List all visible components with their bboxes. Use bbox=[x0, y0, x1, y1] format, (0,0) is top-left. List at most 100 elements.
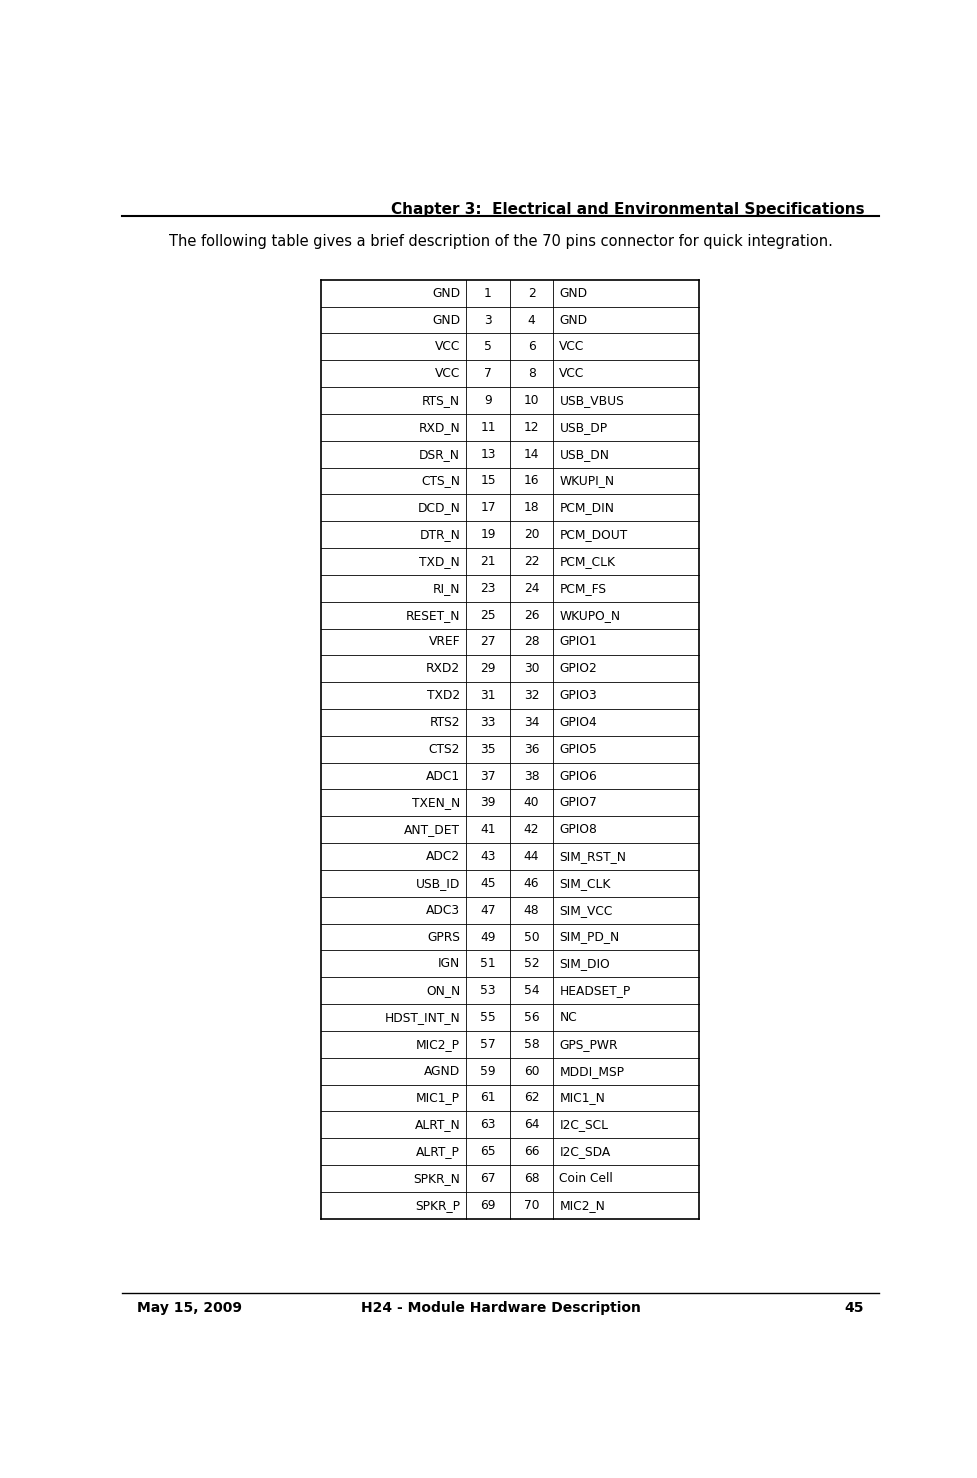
Text: RTS_N: RTS_N bbox=[422, 395, 460, 406]
Text: 56: 56 bbox=[524, 1011, 539, 1024]
Text: GPIO7: GPIO7 bbox=[560, 797, 597, 810]
Text: 38: 38 bbox=[524, 770, 539, 782]
Text: Coin Cell: Coin Cell bbox=[560, 1172, 614, 1185]
Text: I2C_SDA: I2C_SDA bbox=[560, 1145, 611, 1159]
Text: 4: 4 bbox=[528, 313, 535, 327]
Text: HDST_INT_N: HDST_INT_N bbox=[385, 1011, 460, 1024]
Text: SIM_RST_N: SIM_RST_N bbox=[560, 850, 626, 863]
Text: 19: 19 bbox=[481, 528, 495, 541]
Text: GND: GND bbox=[560, 287, 587, 300]
Text: GND: GND bbox=[432, 287, 460, 300]
Text: AGND: AGND bbox=[424, 1064, 460, 1077]
Text: GPIO8: GPIO8 bbox=[560, 823, 597, 837]
Text: RTS2: RTS2 bbox=[430, 715, 460, 729]
Text: 37: 37 bbox=[481, 770, 495, 782]
Text: PCM_DOUT: PCM_DOUT bbox=[560, 528, 627, 541]
Text: 44: 44 bbox=[524, 850, 539, 863]
Text: GPIO1: GPIO1 bbox=[560, 636, 597, 649]
Text: 3: 3 bbox=[485, 313, 491, 327]
Text: 11: 11 bbox=[481, 421, 495, 435]
Text: 52: 52 bbox=[524, 958, 539, 971]
Text: RXD2: RXD2 bbox=[426, 662, 460, 675]
Text: 32: 32 bbox=[524, 689, 539, 702]
Text: 25: 25 bbox=[481, 609, 496, 622]
Text: ANT_DET: ANT_DET bbox=[404, 823, 460, 837]
Text: 48: 48 bbox=[524, 903, 539, 916]
Text: 41: 41 bbox=[481, 823, 495, 837]
Text: 63: 63 bbox=[481, 1119, 495, 1131]
Text: 1: 1 bbox=[485, 287, 491, 300]
Text: 69: 69 bbox=[481, 1199, 495, 1212]
Text: IGN: IGN bbox=[438, 958, 460, 971]
Text: 35: 35 bbox=[481, 743, 496, 755]
Text: USB_DP: USB_DP bbox=[560, 421, 608, 435]
Text: GPRS: GPRS bbox=[427, 931, 460, 943]
Text: VCC: VCC bbox=[435, 367, 460, 380]
Text: USB_ID: USB_ID bbox=[416, 876, 460, 890]
Text: 64: 64 bbox=[524, 1119, 539, 1131]
Text: 34: 34 bbox=[524, 715, 539, 729]
Text: 5: 5 bbox=[484, 340, 492, 353]
Text: ADC3: ADC3 bbox=[426, 903, 460, 916]
Text: TXEN_N: TXEN_N bbox=[412, 797, 460, 810]
Text: 42: 42 bbox=[524, 823, 539, 837]
Text: GND: GND bbox=[560, 313, 587, 327]
Text: GPIO3: GPIO3 bbox=[560, 689, 597, 702]
Text: DSR_N: DSR_N bbox=[419, 448, 460, 461]
Text: 31: 31 bbox=[481, 689, 495, 702]
Text: RI_N: RI_N bbox=[433, 582, 460, 594]
Text: NC: NC bbox=[560, 1011, 577, 1024]
Text: MIC1_P: MIC1_P bbox=[416, 1091, 460, 1104]
Text: ALRT_N: ALRT_N bbox=[414, 1119, 460, 1131]
Text: GPIO2: GPIO2 bbox=[560, 662, 597, 675]
Text: PCM_DIN: PCM_DIN bbox=[560, 501, 615, 514]
Text: 15: 15 bbox=[481, 474, 496, 488]
Text: GPIO5: GPIO5 bbox=[560, 743, 597, 755]
Text: 36: 36 bbox=[524, 743, 539, 755]
Text: GPIO6: GPIO6 bbox=[560, 770, 597, 782]
Text: 50: 50 bbox=[524, 931, 539, 943]
Text: RXD_N: RXD_N bbox=[418, 421, 460, 435]
Text: SIM_VCC: SIM_VCC bbox=[560, 903, 613, 916]
Text: May 15, 2009: May 15, 2009 bbox=[137, 1301, 242, 1314]
Text: 60: 60 bbox=[524, 1064, 539, 1077]
Text: ADC2: ADC2 bbox=[426, 850, 460, 863]
Text: GND: GND bbox=[432, 313, 460, 327]
Text: 55: 55 bbox=[480, 1011, 496, 1024]
Text: 6: 6 bbox=[528, 340, 535, 353]
Text: MIC2_N: MIC2_N bbox=[560, 1199, 606, 1212]
Text: 29: 29 bbox=[481, 662, 495, 675]
Text: H24 - Module Hardware Description: H24 - Module Hardware Description bbox=[361, 1301, 641, 1314]
Text: ADC1: ADC1 bbox=[426, 770, 460, 782]
Text: DCD_N: DCD_N bbox=[417, 501, 460, 514]
Text: 10: 10 bbox=[524, 395, 539, 406]
Text: USB_VBUS: USB_VBUS bbox=[560, 395, 624, 406]
Text: 24: 24 bbox=[524, 582, 539, 594]
Text: CTS2: CTS2 bbox=[429, 743, 460, 755]
Text: 9: 9 bbox=[485, 395, 491, 406]
Text: RESET_N: RESET_N bbox=[405, 609, 460, 622]
Text: 70: 70 bbox=[524, 1199, 539, 1212]
Text: 61: 61 bbox=[481, 1091, 495, 1104]
Text: 14: 14 bbox=[524, 448, 539, 461]
Text: SIM_CLK: SIM_CLK bbox=[560, 876, 611, 890]
Text: 26: 26 bbox=[524, 609, 539, 622]
Text: 46: 46 bbox=[524, 876, 539, 890]
Text: 7: 7 bbox=[485, 367, 491, 380]
Text: CTS_N: CTS_N bbox=[421, 474, 460, 488]
Text: 45: 45 bbox=[481, 876, 496, 890]
Text: VCC: VCC bbox=[435, 340, 460, 353]
Text: 30: 30 bbox=[524, 662, 539, 675]
Text: SIM_PD_N: SIM_PD_N bbox=[560, 931, 619, 943]
Text: WKUPO_N: WKUPO_N bbox=[560, 609, 620, 622]
Text: GPS_PWR: GPS_PWR bbox=[560, 1038, 617, 1051]
Text: 58: 58 bbox=[524, 1038, 539, 1051]
Text: 18: 18 bbox=[524, 501, 539, 514]
Text: HEADSET_P: HEADSET_P bbox=[560, 984, 630, 998]
Text: VCC: VCC bbox=[560, 367, 585, 380]
Text: 59: 59 bbox=[481, 1064, 496, 1077]
Text: 21: 21 bbox=[481, 554, 495, 568]
Text: I2C_SCL: I2C_SCL bbox=[560, 1119, 609, 1131]
Text: MDDI_MSP: MDDI_MSP bbox=[560, 1064, 624, 1077]
Text: 12: 12 bbox=[524, 421, 539, 435]
